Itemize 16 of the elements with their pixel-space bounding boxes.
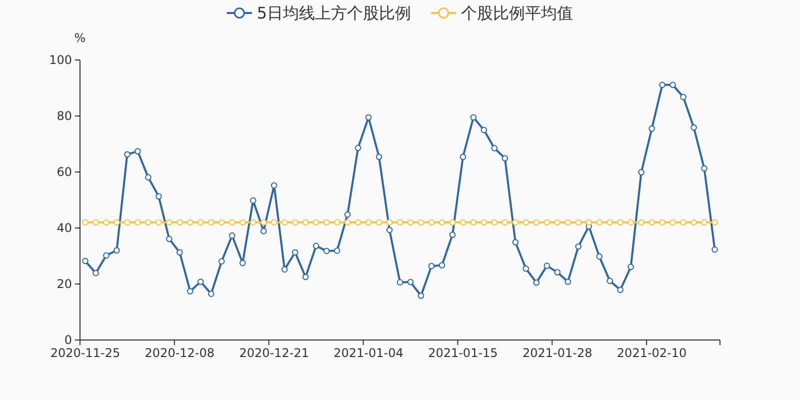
y-tick-label: 80	[56, 109, 72, 123]
x-tick-label: 2021-02-10	[616, 346, 687, 360]
x-tick-label: 2020-11-25	[50, 346, 120, 360]
legend-label: 个股比例平均值	[461, 4, 574, 22]
y-tick-label: 20	[56, 277, 72, 291]
x-tick-label: 2021-01-04	[334, 346, 404, 360]
y-axis-title: %	[74, 31, 86, 45]
y-tick-label: 100	[49, 53, 72, 67]
y-tick-label: 0	[64, 333, 72, 347]
y-tick-label: 60	[56, 165, 72, 179]
y-tick-label: 40	[56, 221, 72, 235]
x-tick-label: 2021-01-15	[428, 346, 498, 360]
x-tick-label: 2020-12-21	[239, 346, 309, 360]
x-tick-label: 2020-12-08	[144, 346, 215, 360]
x-tick-label: 2021-01-28	[522, 346, 592, 360]
legend-label: 5日均线上方个股比例	[256, 4, 412, 22]
